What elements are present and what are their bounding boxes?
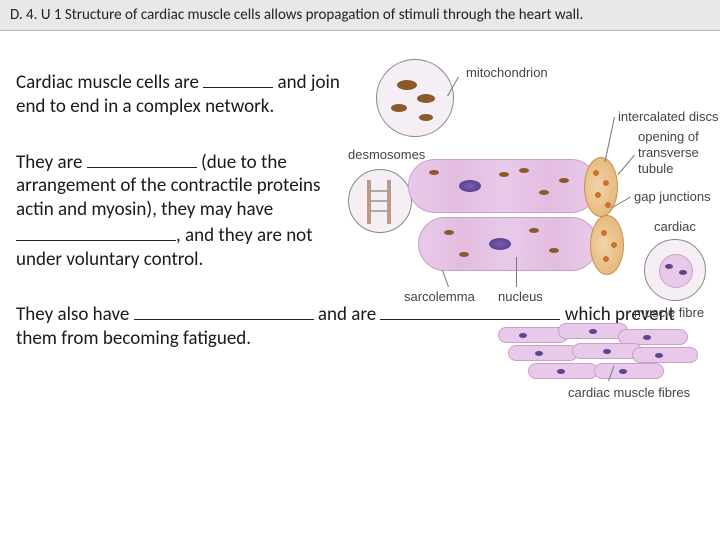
- paragraph-1: Cardiac muscle cells are and join end to…: [16, 69, 346, 119]
- fibre-cluster: [498, 323, 698, 389]
- label-desmosomes: desmosomes: [348, 147, 425, 162]
- header-bar: D. 4. U 1 Structure of cardiac muscle ce…: [0, 0, 720, 31]
- p2-text-a: They are: [16, 151, 87, 174]
- text-column: Cardiac muscle cells are and join end to…: [16, 69, 346, 271]
- label-fibres: cardiac muscle fibres: [568, 385, 690, 400]
- cardiac-diagram: mitochondrion desmosomes intercalated di…: [348, 59, 710, 395]
- content-area: Cardiac muscle cells are and join end to…: [0, 31, 720, 367]
- label-gap: gap junctions: [634, 189, 711, 204]
- label-muscle-fibre: muscle fibre: [634, 305, 704, 320]
- label-tubule: tubule: [638, 161, 673, 176]
- inset-mitochondrion: [376, 59, 454, 137]
- label-mitochondrion: mitochondrion: [466, 65, 548, 80]
- label-sarcolemma: sarcolemma: [404, 289, 475, 304]
- label-opening: opening of: [638, 129, 699, 144]
- blank-1: [203, 69, 273, 88]
- intercalated-disc: [584, 157, 618, 217]
- fibre-top: [408, 159, 598, 213]
- label-transverse: transverse: [638, 145, 699, 160]
- label-intercalated: intercalated discs: [618, 109, 718, 124]
- p3-text-a: They also have: [16, 303, 134, 326]
- fibre-bottom: [418, 217, 598, 271]
- paragraph-2: They are (due to the arrangement of the …: [16, 149, 346, 272]
- inset-fibre-cross: [644, 239, 706, 301]
- label-cardiac: cardiac: [654, 219, 696, 234]
- blank-2: [87, 149, 197, 168]
- inset-desmosomes: [348, 169, 412, 233]
- p1-text-a: Cardiac muscle cells are: [16, 71, 203, 94]
- blank-3: [16, 222, 176, 241]
- header-text: D. 4. U 1 Structure of cardiac muscle ce…: [10, 6, 583, 24]
- blank-4: [134, 301, 314, 320]
- label-nucleus: nucleus: [498, 289, 543, 304]
- intercalated-disc-2: [590, 215, 624, 275]
